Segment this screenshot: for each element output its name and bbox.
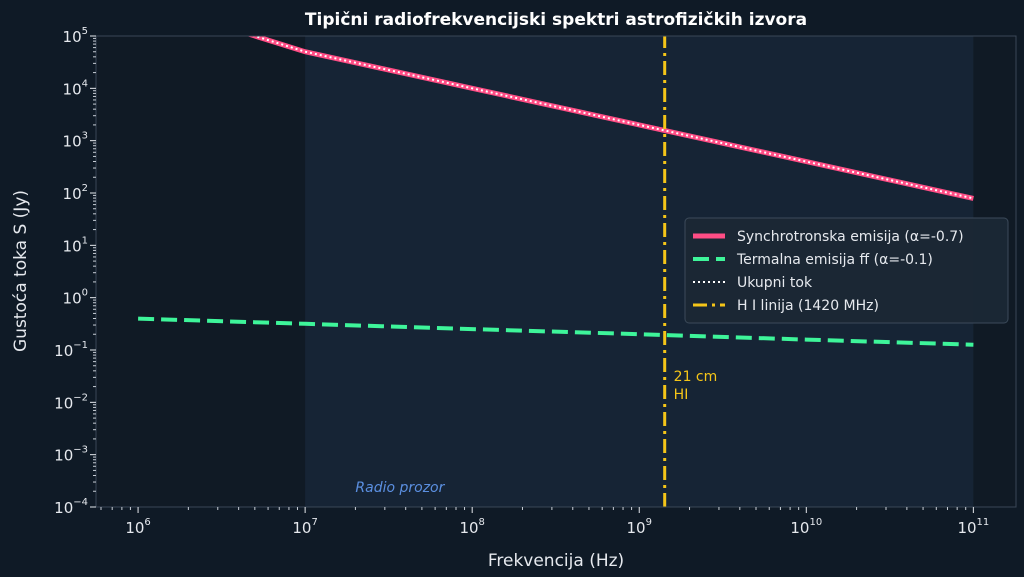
y-tick-base: 10 xyxy=(54,342,73,360)
x-tick-label-3: 109 xyxy=(627,517,652,537)
x-tick-exp: 8 xyxy=(479,517,485,528)
y-tick-base: 10 xyxy=(54,499,73,517)
y-tick-base: 10 xyxy=(63,80,82,98)
legend: Synchrotronska emisija (α=-0.7) Termalna … xyxy=(684,217,1009,324)
y-tick-label-6: 10−1 xyxy=(54,340,88,360)
y-tick-base: 10 xyxy=(54,447,73,465)
x-tick-base: 10 xyxy=(790,519,809,537)
y-tick-exp: 3 xyxy=(82,131,88,142)
y-axis-label: Gustoća toka S (Jy) xyxy=(11,190,31,352)
radio-window-label: Radio prozor xyxy=(355,480,445,496)
x-tick-exp: 9 xyxy=(646,517,652,528)
y-tick-exp: 5 xyxy=(82,26,88,37)
y-tick-label-8: 10−3 xyxy=(54,445,88,465)
x-tick-base: 10 xyxy=(627,519,646,537)
y-tick-exp: −1 xyxy=(73,340,88,351)
x-tick-base: 10 xyxy=(957,519,976,537)
legend-label-2: Ukupni tok xyxy=(737,275,813,291)
x-tick-label-0: 106 xyxy=(125,517,150,537)
x-axis-ticks: 106 107 108 109 1010 1011 xyxy=(100,507,989,537)
x-axis-label: Frekvencija (Hz) xyxy=(488,551,624,571)
series-line-2 xyxy=(251,36,974,200)
x-tick-exp: 11 xyxy=(977,517,990,528)
y-tick-label-1: 104 xyxy=(63,78,88,98)
y-tick-base: 10 xyxy=(54,394,73,412)
y-tick-exp: 2 xyxy=(82,183,88,194)
annotation-21cm: 21 cm xyxy=(674,369,718,385)
hi-line-annotation: 21 cm HI xyxy=(674,369,718,403)
legend-box xyxy=(684,217,1009,324)
x-tick-base: 10 xyxy=(292,519,311,537)
series-layer xyxy=(138,36,974,507)
x-tick-base: 10 xyxy=(459,519,478,537)
x-tick-exp: 10 xyxy=(809,517,822,528)
y-tick-exp: 1 xyxy=(82,235,88,246)
y-tick-exp: 0 xyxy=(82,288,88,299)
x-tick-label-2: 108 xyxy=(459,517,484,537)
legend-label-3: H I linija (1420 MHz) xyxy=(737,298,879,314)
y-tick-exp: −4 xyxy=(73,497,88,508)
x-tick-base: 10 xyxy=(125,519,144,537)
y-tick-label-3: 102 xyxy=(63,183,88,203)
y-tick-base: 10 xyxy=(63,237,82,255)
y-tick-exp: 4 xyxy=(82,78,88,89)
series-line-1 xyxy=(138,316,974,347)
annotation-hi: HI xyxy=(674,387,689,403)
y-tick-label-9: 10−4 xyxy=(54,497,88,517)
y-tick-base: 10 xyxy=(63,290,82,308)
y-tick-label-0: 105 xyxy=(63,26,88,46)
y-tick-base: 10 xyxy=(63,133,82,151)
y-tick-base: 10 xyxy=(63,28,82,46)
y-tick-label-2: 103 xyxy=(63,131,88,151)
x-tick-exp: 7 xyxy=(311,517,317,528)
y-tick-base: 10 xyxy=(63,185,82,203)
x-tick-exp: 6 xyxy=(144,517,150,528)
y-tick-label-4: 101 xyxy=(63,235,88,255)
chart-title: Tipični radiofrekvencijski spektri astro… xyxy=(305,10,807,30)
x-tick-label-4: 1010 xyxy=(790,517,822,537)
x-tick-label-1: 107 xyxy=(292,517,317,537)
y-tick-label-7: 10−2 xyxy=(54,392,88,412)
legend-label-1: Termalna emisija ff (α=-0.1) xyxy=(736,252,933,268)
y-tick-exp: −2 xyxy=(73,392,88,403)
x-tick-label-5: 1011 xyxy=(957,517,989,537)
legend-label-0: Synchrotronska emisija (α=-0.7) xyxy=(737,229,964,245)
y-tick-exp: −3 xyxy=(73,445,88,456)
y-tick-label-5: 100 xyxy=(63,288,88,308)
plot-frame xyxy=(95,35,1017,508)
